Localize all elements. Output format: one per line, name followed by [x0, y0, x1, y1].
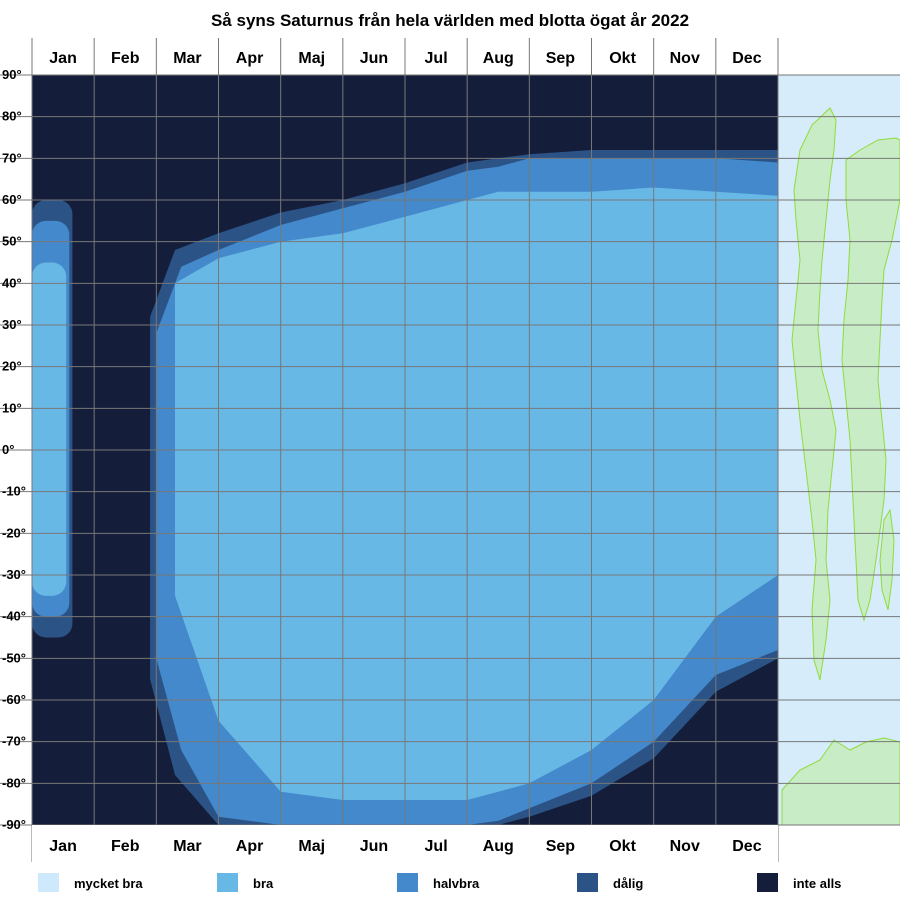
month-label-mar: Mar [173, 838, 201, 855]
legend-swatch [217, 873, 238, 892]
lat-label: 10° [2, 400, 22, 415]
month-label-jul: Jul [425, 838, 448, 855]
month-label-feb: Feb [111, 50, 140, 67]
map-land-eurasia-africa [841, 137, 900, 622]
month-label-aug: Aug [483, 50, 514, 67]
lat-label: 70° [2, 150, 22, 165]
month-label-jan: Jan [49, 838, 77, 855]
lat-label: -20° [2, 525, 26, 540]
region-bra-jan-strip [32, 262, 67, 596]
month-label-jun: Jun [360, 838, 388, 855]
lat-label: -80° [2, 775, 26, 790]
lat-label: 50° [2, 234, 22, 249]
lat-label: 80° [2, 109, 22, 124]
month-label-dec: Dec [732, 838, 761, 855]
map-land-americas [791, 107, 837, 681]
chart-title: Så syns Saturnus från hela världen med b… [211, 11, 689, 30]
legend-label: halvbra [433, 876, 480, 891]
month-label-nov: Nov [670, 838, 700, 855]
month-label-sep: Sep [546, 838, 576, 855]
month-label-aug: Aug [483, 838, 514, 855]
lat-label: -40° [2, 609, 26, 624]
legend-label: bra [253, 876, 274, 891]
month-header-bottom [32, 825, 778, 862]
lat-label: -50° [2, 650, 26, 665]
month-label-feb: Feb [111, 838, 140, 855]
lat-label: 90° [2, 67, 22, 82]
lat-label: 0° [2, 442, 14, 457]
month-label-nov: Nov [670, 50, 700, 67]
month-label-jun: Jun [360, 50, 388, 67]
legend-swatch [38, 873, 59, 892]
lat-label: 30° [2, 317, 22, 332]
month-label-sep: Sep [546, 50, 576, 67]
lat-label: 20° [2, 359, 22, 374]
lat-label: -30° [2, 567, 26, 582]
lat-label: -90° [2, 817, 26, 832]
month-label-dec: Dec [732, 50, 761, 67]
month-label-mar: Mar [173, 50, 201, 67]
lat-label: 40° [2, 275, 22, 290]
legend: mycket bra bra halvbra dålig inte alls [38, 873, 841, 892]
legend-label: dålig [613, 876, 643, 891]
legend-swatch [757, 873, 778, 892]
lat-label: 60° [2, 192, 22, 207]
month-label-apr: Apr [236, 50, 264, 67]
map-land-east [879, 508, 895, 611]
legend-label: mycket bra [74, 876, 143, 891]
month-label-okt: Okt [609, 838, 636, 855]
lat-label: -60° [2, 692, 26, 707]
month-label-apr: Apr [236, 838, 264, 855]
latitude-labels: 90° 80° 70° 60° 50° 40° 30° 20° 10° 0° -10° -20° -30… [2, 67, 26, 832]
lat-label: -10° [2, 484, 26, 499]
region-bra [175, 187, 778, 800]
month-label-jan: Jan [49, 50, 77, 67]
month-label-okt: Okt [609, 50, 636, 67]
legend-swatch [577, 873, 598, 892]
month-label-maj: Maj [298, 838, 325, 855]
month-labels-top: Jan Feb Mar Apr Maj Jun Jul Aug Sep Okt Nov Dec [49, 50, 761, 67]
month-label-jul: Jul [425, 50, 448, 67]
legend-swatch [397, 873, 418, 892]
legend-label: inte alls [793, 876, 841, 891]
month-label-maj: Maj [298, 50, 325, 67]
grid-lines [0, 38, 900, 862]
month-labels-bottom: Jan Feb Mar Apr Maj Jun Jul Aug Sep Okt Nov Dec [49, 838, 761, 855]
lat-label: -70° [2, 734, 26, 749]
